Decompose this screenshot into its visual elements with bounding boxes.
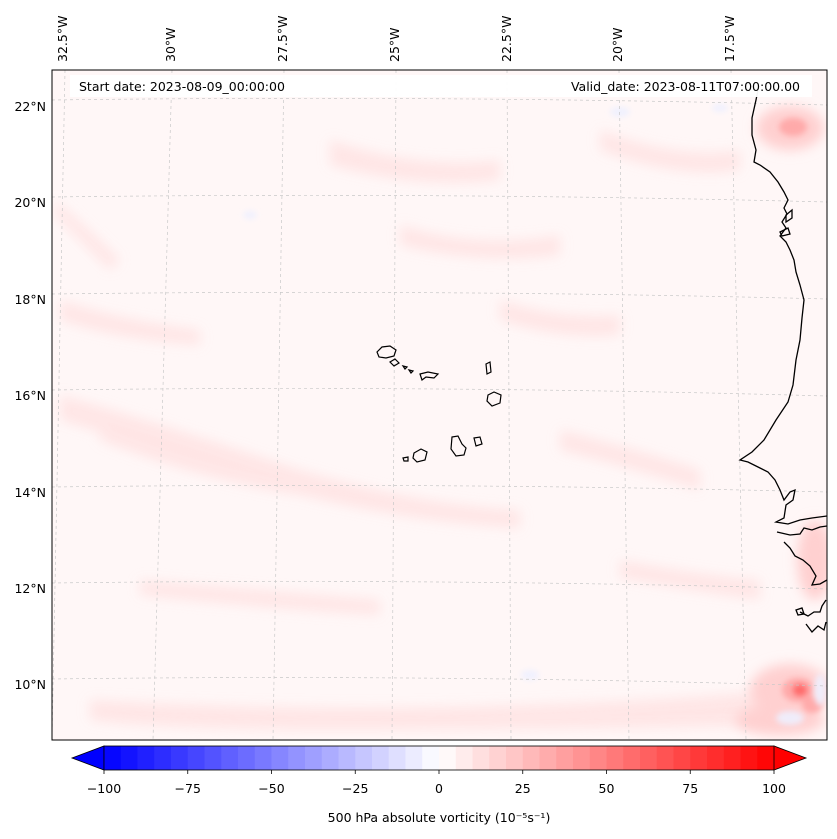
colorbar-cell xyxy=(422,746,440,770)
colorbar-cell xyxy=(740,746,758,770)
colorbar-cell xyxy=(154,746,172,770)
colorbar-tick-label: 25 xyxy=(515,781,531,796)
colorbar-tick-label: 75 xyxy=(682,781,698,796)
african-coastline xyxy=(738,89,827,633)
colorbar-cell xyxy=(254,746,273,770)
colorbar-cell xyxy=(137,746,155,770)
colorbar-cell xyxy=(606,746,624,770)
lat-tick-label: 16°N xyxy=(14,388,46,403)
lon-tick-label: 20°W xyxy=(610,27,625,62)
colorbar-cell xyxy=(238,746,256,770)
colorbar-cell xyxy=(288,746,306,770)
lon-tick-label: 25°W xyxy=(387,27,402,62)
lat-tick-label: 10°N xyxy=(14,677,46,692)
colorbar-cell xyxy=(690,746,708,770)
colorbar-cell xyxy=(673,746,691,770)
lon-tick-label: 22.5°W xyxy=(499,16,514,62)
colorbar-cell xyxy=(204,746,222,770)
colorbar-tick-label: −50 xyxy=(258,781,284,796)
lon-tick-label: 17.5°W xyxy=(722,16,737,62)
lat-tick-label: 14°N xyxy=(14,485,46,500)
colorbar-tick-label: −25 xyxy=(342,781,368,796)
header-box xyxy=(70,75,812,97)
colorbar-cell xyxy=(388,746,407,770)
colorbar-cell xyxy=(589,746,608,770)
colorbar-cell xyxy=(104,746,122,770)
colorbar-cell xyxy=(372,746,390,770)
colorbar-cell xyxy=(623,746,641,770)
colorbar-cell xyxy=(271,746,289,770)
lon-tick-label: 27.5°W xyxy=(275,16,290,62)
lat-tick-label: 20°N xyxy=(14,195,46,210)
colorbar-cell xyxy=(439,746,457,770)
graticule xyxy=(52,70,827,740)
colorbar-min-extend xyxy=(70,745,105,771)
colorbar-tick-label: 100 xyxy=(762,781,786,796)
colorbar-cell xyxy=(489,746,507,770)
colorbar-cell xyxy=(506,746,524,770)
colorbar-cell xyxy=(539,746,557,770)
colorbar-cell xyxy=(405,746,423,770)
colorbar-cell xyxy=(757,746,775,770)
colorbar-max-extend xyxy=(773,745,808,771)
colorbar-cell xyxy=(640,746,658,770)
colorbar-cell xyxy=(221,746,239,770)
valid-date-label: Valid_date: 2023-08-11T07:00:00.00 xyxy=(571,79,800,94)
colorbar-cell xyxy=(338,746,356,770)
colorbar-cell xyxy=(723,746,742,770)
colorbar-cell xyxy=(171,746,189,770)
colorbar-cell xyxy=(305,746,323,770)
colorbar: −100 −75 −50 −25 0 25 50 75 100 500 hPa … xyxy=(70,745,808,825)
colorbar-cell xyxy=(472,746,490,770)
map-frame xyxy=(51,69,828,741)
lon-tick-label: 32.5°W xyxy=(55,16,70,62)
lat-tick-label: 22°N xyxy=(14,99,46,114)
lon-tick-label: 30°W xyxy=(163,27,178,62)
start-date-label: Start date: 2023-08-09_00:00:00 xyxy=(79,79,285,94)
lat-tick-label: 18°N xyxy=(14,292,46,307)
colorbar-cell xyxy=(522,746,541,770)
colorbar-cell xyxy=(355,746,373,770)
colorbar-tick-label: 50 xyxy=(599,781,615,796)
lat-tick-label: 12°N xyxy=(14,581,46,596)
colorbar-cells xyxy=(104,746,775,770)
colorbar-cell xyxy=(455,746,474,770)
colorbar-label: 500 hPa absolute vorticity (10⁻⁵s⁻¹) xyxy=(328,810,551,825)
vorticity-field xyxy=(52,70,827,740)
cape-verde-islands xyxy=(376,345,502,463)
colorbar-cell xyxy=(573,746,591,770)
colorbar-tick-label: −75 xyxy=(175,781,201,796)
colorbar-tick-label: 0 xyxy=(435,781,443,796)
colorbar-ticks xyxy=(103,770,775,774)
colorbar-cell xyxy=(187,746,206,770)
colorbar-cell xyxy=(120,746,139,770)
colorbar-cell xyxy=(321,746,340,770)
colorbar-cell xyxy=(707,746,725,770)
colorbar-cell xyxy=(656,746,675,770)
colorbar-tick-label: −100 xyxy=(87,781,121,796)
colorbar-cell xyxy=(556,746,574,770)
